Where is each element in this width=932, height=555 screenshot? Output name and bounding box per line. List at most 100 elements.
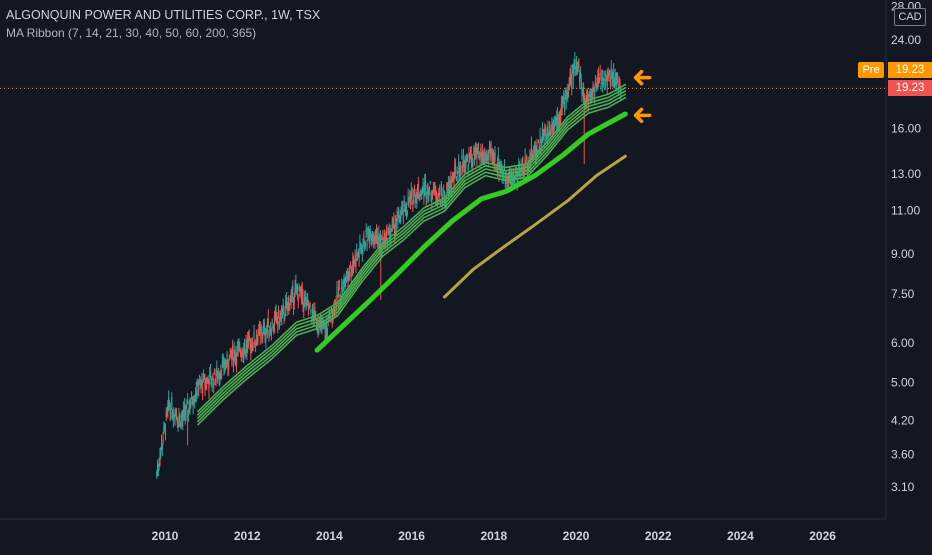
candle-body	[472, 159, 474, 168]
candle-body	[261, 333, 263, 339]
candle-body	[609, 69, 611, 76]
candle-body	[417, 186, 419, 192]
candle-body	[201, 378, 203, 385]
candle-body	[271, 320, 273, 325]
candle-body	[233, 349, 235, 360]
candle-body	[305, 304, 307, 310]
candle-body	[248, 336, 250, 339]
symbol-title[interactable]: ALGONQUIN POWER AND UTILITIES CORP., 1W,…	[6, 8, 321, 22]
currency-button[interactable]: CAD	[894, 8, 926, 26]
candle-body	[450, 178, 452, 185]
candle-body	[574, 58, 576, 65]
candle-body	[240, 353, 242, 358]
candle-body	[308, 305, 310, 308]
candle-body	[292, 298, 295, 309]
candle-body	[345, 279, 347, 282]
candle-body	[340, 293, 342, 298]
candle-body	[467, 164, 469, 171]
candle-body	[328, 314, 330, 317]
candle-body	[189, 405, 191, 410]
candle-body	[275, 312, 277, 321]
candle-body	[250, 344, 252, 354]
candle-body	[533, 145, 535, 155]
candle-body	[488, 153, 490, 161]
candle-body	[560, 103, 563, 112]
candle-body	[397, 212, 399, 222]
candle-body	[217, 372, 220, 376]
candle-body	[296, 285, 298, 290]
candle-body	[580, 78, 582, 87]
candle-body	[399, 218, 401, 224]
candle-body	[390, 228, 393, 232]
candle-body	[179, 413, 181, 419]
candle-body	[526, 156, 528, 162]
candle-body	[545, 127, 547, 137]
candle-body	[395, 218, 397, 229]
y-tick-label: 11.00	[891, 203, 920, 217]
candle-body	[454, 166, 457, 173]
candle-body	[483, 154, 485, 164]
candle-body	[507, 182, 509, 188]
candle-body	[561, 100, 563, 109]
candle-body	[239, 350, 242, 356]
candle-body	[455, 176, 457, 181]
candle-body	[582, 90, 585, 100]
candle-body	[551, 117, 553, 128]
candle-body	[569, 74, 571, 84]
candle-body	[601, 76, 604, 86]
indicator-label[interactable]: MA Ribbon (7, 14, 21, 30, 40, 50, 60, 20…	[6, 26, 257, 40]
candle-body	[431, 192, 433, 202]
candle-body	[420, 190, 422, 193]
candle-body	[244, 350, 246, 353]
candle-body	[492, 153, 494, 158]
candle-body	[333, 304, 335, 308]
candle-body	[215, 373, 217, 382]
candle-body	[417, 184, 419, 194]
candle-body	[334, 300, 337, 304]
candle-body	[370, 237, 372, 241]
candle-body	[491, 152, 493, 160]
candle-body	[160, 442, 163, 447]
candle-body	[199, 379, 201, 387]
candle-body	[484, 151, 486, 159]
candle-body	[392, 218, 394, 226]
candle-body	[346, 276, 348, 282]
candle-body	[249, 340, 251, 343]
candle-body	[205, 382, 208, 389]
candle-body	[572, 70, 574, 81]
candle-body	[539, 134, 541, 139]
candle-body	[579, 73, 581, 83]
candle-body	[229, 349, 231, 353]
candle-body	[373, 235, 375, 239]
candle-body	[566, 92, 568, 97]
candle-body	[422, 182, 424, 189]
candle-body	[205, 379, 207, 386]
candle-body	[342, 279, 344, 284]
ma-ribbon-line	[197, 93, 627, 423]
candle-body	[212, 373, 214, 378]
candle-body	[257, 335, 259, 342]
candle-body	[368, 231, 370, 235]
candle-body	[393, 216, 395, 222]
candle-body	[468, 151, 470, 158]
candle-body	[312, 310, 314, 318]
candle-body	[196, 379, 198, 385]
candle-body	[323, 325, 325, 328]
candle-body	[213, 382, 215, 389]
candle-body	[585, 97, 587, 101]
candle-body	[200, 382, 202, 387]
y-tick-label: 5.00	[891, 376, 915, 390]
candle-body	[586, 96, 589, 100]
candle-body	[164, 424, 166, 428]
candle-body	[408, 203, 410, 206]
candle-body	[618, 78, 620, 86]
candle-body	[600, 84, 602, 90]
candle-body	[348, 274, 350, 278]
candle-body	[532, 153, 534, 157]
candle-body	[168, 402, 171, 408]
candle-body	[427, 185, 429, 192]
candle-body	[475, 143, 477, 153]
candle-body	[556, 114, 559, 123]
